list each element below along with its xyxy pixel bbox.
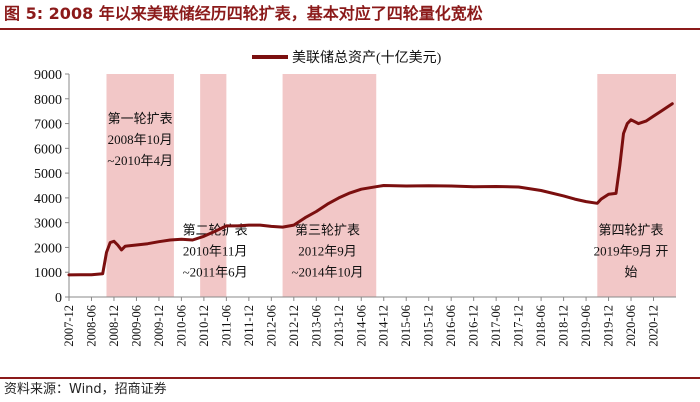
x-tick-label: 2009-12 — [152, 305, 166, 347]
x-tick-label: 2010-12 — [197, 305, 211, 347]
x-tick-label: 2020-06 — [624, 305, 638, 347]
x-tick-label: 2010-06 — [174, 305, 188, 347]
x-tick-label: 2012-12 — [287, 305, 301, 347]
x-tick-label: 2013-12 — [332, 305, 346, 347]
y-tick-label: 3000 — [34, 217, 62, 232]
x-tick-label: 2008-12 — [107, 305, 121, 347]
series-line-1 — [67, 102, 674, 277]
shaded-period-label-3-2: 2012年9月 — [298, 244, 357, 259]
shaded-period-1 — [106, 74, 174, 297]
legend-label: 美联储总资产(十亿美元) — [292, 50, 442, 66]
axes — [68, 74, 676, 298]
shaded-period-3 — [282, 74, 377, 297]
x-tick-label: 2017-06 — [489, 305, 503, 347]
shaded-period-label-4-3: 始 — [625, 265, 638, 280]
x-tick-label: 2015-06 — [399, 305, 413, 347]
y-ticks: 0 1000 2000 3000 4000 5000 6000 7000 8000 9000 — [34, 68, 69, 306]
x-tick-label: 2019-12 — [602, 305, 616, 347]
x-tick-label: 2014-06 — [354, 305, 368, 347]
y-tick-label: 7000 — [34, 118, 62, 133]
x-tick-label: 2011-06 — [219, 305, 233, 346]
shaded-periods — [106, 74, 676, 297]
shaded-period-label-2-3: ~2011年6月 — [183, 265, 248, 280]
shaded-period-label-1-2: 2008年10月 — [108, 132, 173, 147]
y-tick-label: 5000 — [34, 167, 62, 182]
x-tick-label: 2012-06 — [264, 305, 278, 347]
x-tick-label: 2009-06 — [129, 305, 143, 347]
x-tick-label: 2019-06 — [579, 305, 593, 347]
shaded-period-label-3-1: 第三轮扩表 — [295, 223, 360, 238]
y-tick-label: 6000 — [34, 142, 62, 157]
y-tick-label: 9000 — [34, 68, 62, 83]
x-tick-label: 2018-12 — [557, 305, 571, 347]
x-tick-label: 2013-06 — [309, 305, 323, 347]
shaded-period-2 — [200, 74, 227, 297]
y-tick-label: 4000 — [34, 192, 62, 207]
x-tick-label: 2007-12 — [62, 305, 76, 347]
chart: 第一轮扩表2008年10月~2010年4月第二轮扩表2010年11月~2011年… — [34, 50, 676, 347]
x-tick-label: 2020-12 — [647, 305, 661, 347]
title-rule — [0, 28, 700, 30]
shaded-period-label-2-2: 2010年11月 — [183, 244, 248, 259]
x-tick-label: 2014-12 — [377, 305, 391, 347]
x-tick-label: 2018-06 — [534, 305, 548, 347]
x-tick-label: 2016-12 — [467, 305, 481, 347]
y-tick-label: 8000 — [34, 93, 62, 108]
legend: 美联储总资产(十亿美元) — [252, 50, 442, 66]
x-tick-label: 2017-12 — [512, 305, 526, 347]
shaded-period-labels: 第一轮扩表2008年10月~2010年4月第二轮扩表2010年11月~2011年… — [107, 111, 668, 280]
x-tick-label: 2015-12 — [422, 305, 436, 347]
y-tick-label: 2000 — [34, 241, 62, 256]
shaded-period-label-1-3: ~2010年4月 — [107, 153, 173, 168]
source-note: 资料来源：Wind，招商证券 — [4, 382, 167, 397]
figure-title: 图 5: 2008 年以来美联储经历四轮扩表，基本对应了四轮量化宽松 — [4, 4, 483, 23]
series — [67, 102, 674, 277]
bottom-rule — [0, 377, 700, 379]
x-tick-label: 2011-12 — [242, 305, 256, 346]
y-tick-label: 0 — [55, 291, 62, 306]
y-tick-label: 1000 — [34, 266, 62, 281]
x-tick-label: 2008-06 — [84, 305, 98, 347]
x-tick-label: 2016-06 — [444, 305, 458, 347]
shaded-period-label-3-3: ~2014年10月 — [292, 265, 364, 280]
shaded-period-label-1-1: 第一轮扩表 — [108, 111, 173, 126]
shaded-period-label-4-2: 2019年9月 开 — [594, 244, 669, 259]
x-ticks: 2007-12 2008-06 2008-12 2009-06 2009-12 2010-… — [62, 297, 661, 347]
shaded-period-label-4-1: 第四轮扩表 — [599, 223, 664, 238]
